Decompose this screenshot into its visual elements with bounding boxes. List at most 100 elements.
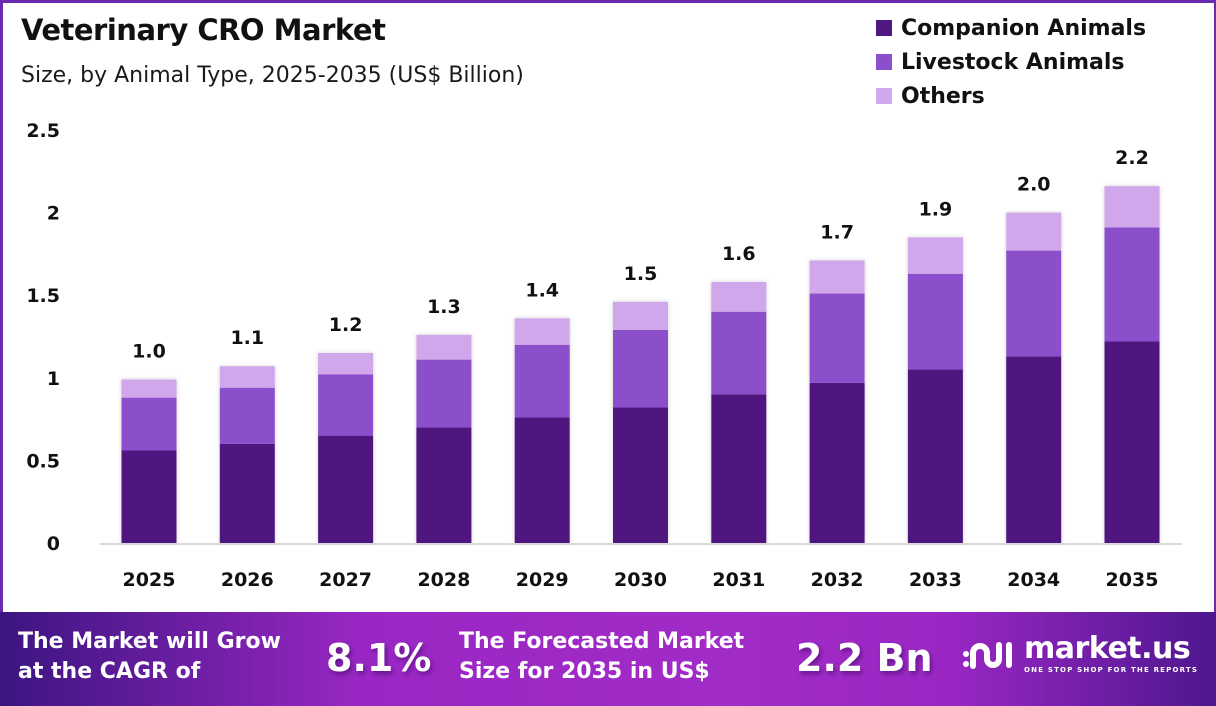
bar-segment-others bbox=[613, 301, 668, 330]
y-tick-label: 2.5 bbox=[26, 120, 60, 142]
bar-total-label: 1.9 bbox=[919, 198, 953, 220]
bar-segment-others bbox=[121, 379, 177, 398]
x-tick-label: 2028 bbox=[417, 569, 470, 591]
brand-tagline: ONE STOP SHOP FOR THE REPORTS bbox=[1024, 666, 1199, 674]
y-tick-label: 1 bbox=[47, 368, 60, 390]
bar-segment-others bbox=[809, 260, 865, 294]
x-tick-label: 2025 bbox=[123, 569, 176, 591]
x-tick-label: 2033 bbox=[909, 569, 962, 591]
forecast-value: 2.2 Bn bbox=[796, 636, 933, 680]
y-axis: 0 0.5 1 1.5 2 2.5 bbox=[26, 120, 60, 555]
data-labels: 1.0 1.1 1.2 1.3 1.4 1.5 1.6 1.7 1.9 2.0 2.2 bbox=[132, 147, 1149, 362]
bar-segment-others bbox=[318, 353, 374, 375]
chart-title: Veterinary CRO Market bbox=[21, 13, 386, 47]
legend-label: Others bbox=[901, 83, 985, 109]
bar-segment-others bbox=[514, 318, 570, 345]
cagr-caption-line2: at the CAGR of bbox=[18, 659, 201, 684]
bar-total-label: 1.1 bbox=[230, 327, 264, 349]
forecast-caption-line1: The Forecasted Market bbox=[459, 629, 745, 654]
bar-segment-others bbox=[907, 237, 963, 274]
y-tick-label: 0.5 bbox=[26, 450, 60, 472]
bar-segment-livestock-animals bbox=[121, 397, 177, 451]
bar-segment-livestock-animals bbox=[613, 329, 668, 408]
bar-segment-livestock-animals bbox=[416, 359, 472, 428]
x-tick-label: 2035 bbox=[1106, 569, 1159, 591]
brand-logo[interactable]: market.us ONE STOP SHOP FOR THE REPORTS bbox=[962, 634, 1198, 674]
bar-total-label: 1.7 bbox=[820, 222, 854, 244]
bar-stack-2031 bbox=[711, 281, 767, 543]
footer-banner: The Market will Grow at the CAGR of 8.1%… bbox=[0, 612, 1216, 706]
bar-segment-companion-animals bbox=[416, 427, 472, 543]
bar-total-label: 2.0 bbox=[1017, 174, 1051, 196]
cagr-caption: The Market will Grow at the CAGR of bbox=[18, 627, 281, 687]
x-tick-label: 2032 bbox=[811, 569, 864, 591]
bar-segment-others bbox=[416, 334, 472, 360]
x-tick-label: 2031 bbox=[712, 569, 765, 591]
bar-segment-others bbox=[711, 281, 767, 312]
legend-label: Companion Animals bbox=[901, 15, 1147, 41]
bar-segment-livestock-animals bbox=[219, 387, 275, 444]
bar-segment-livestock-animals bbox=[318, 374, 374, 436]
bar-segment-others bbox=[219, 366, 275, 388]
bar-stack-2025 bbox=[121, 379, 177, 543]
bar-segment-companion-animals bbox=[1006, 356, 1062, 543]
brand-name: market.us bbox=[1024, 631, 1191, 666]
y-tick-label: 0 bbox=[47, 533, 60, 555]
x-tick-label: 2026 bbox=[221, 569, 274, 591]
bar-segment-companion-animals bbox=[1104, 341, 1160, 543]
legend-swatch-livestock-animals bbox=[876, 54, 892, 70]
bar-segment-companion-animals bbox=[613, 407, 668, 543]
legend-swatch-others bbox=[876, 88, 892, 104]
x-axis: 2025 2026 2027 2028 2029 2030 2031 2032 2033 2034… bbox=[123, 569, 1159, 591]
bar-stack-2028 bbox=[416, 334, 472, 543]
bar-total-label: 1.4 bbox=[525, 279, 559, 301]
bar-segment-companion-animals bbox=[121, 450, 177, 543]
x-tick-label: 2027 bbox=[319, 569, 372, 591]
x-tick-label: 2034 bbox=[1007, 569, 1060, 591]
bar-segment-companion-animals bbox=[219, 443, 275, 543]
bar-stack-2027 bbox=[318, 353, 374, 543]
bar-stack-2033 bbox=[907, 237, 963, 543]
legend-label: Livestock Animals bbox=[901, 49, 1125, 75]
legend-item-others: Others bbox=[876, 79, 1146, 113]
legend-swatch-companion-animals bbox=[876, 20, 892, 36]
x-tick-label: 2029 bbox=[516, 569, 569, 591]
chart-subtitle: Size, by Animal Type, 2025-2035 (US$ Bil… bbox=[21, 63, 524, 88]
bar-segment-others bbox=[1006, 212, 1062, 251]
legend: Companion Animals Livestock Animals Othe… bbox=[876, 11, 1146, 113]
bar-stack-2035 bbox=[1104, 186, 1160, 543]
y-tick-label: 1.5 bbox=[26, 285, 60, 307]
bars-group bbox=[121, 186, 1160, 543]
legend-item-companion-animals: Companion Animals bbox=[876, 11, 1146, 45]
bar-segment-others bbox=[1104, 186, 1160, 228]
bar-stack-2029 bbox=[514, 318, 570, 543]
stacked-bar-chart: 0 0.5 1 1.5 2 2.5 2025 2026 2027 2028 2029 2030 203… bbox=[26, 120, 1182, 591]
bar-segment-companion-animals bbox=[318, 435, 374, 543]
bar-total-label: 1.3 bbox=[427, 296, 461, 318]
bar-segment-livestock-animals bbox=[809, 293, 865, 383]
bar-total-label: 2.2 bbox=[1115, 147, 1149, 169]
bar-segment-companion-animals bbox=[907, 369, 963, 543]
bar-stack-2032 bbox=[809, 260, 865, 543]
bar-total-label: 1.6 bbox=[722, 243, 756, 265]
bar-stack-2026 bbox=[219, 366, 275, 543]
bar-segment-livestock-animals bbox=[711, 311, 767, 395]
forecast-caption-line2: Size for 2035 in US$ bbox=[459, 659, 710, 684]
bar-segment-livestock-animals bbox=[1006, 250, 1062, 357]
bar-stack-2034 bbox=[1006, 212, 1062, 543]
bar-total-label: 1.0 bbox=[132, 340, 166, 362]
cagr-value: 8.1% bbox=[326, 636, 432, 680]
bar-segment-livestock-animals bbox=[514, 344, 570, 418]
y-tick-label: 2 bbox=[47, 203, 60, 225]
forecast-caption: The Forecasted Market Size for 2035 in U… bbox=[459, 627, 744, 687]
bar-total-label: 1.5 bbox=[624, 263, 658, 285]
bar-segment-livestock-animals bbox=[907, 273, 963, 370]
x-tick-label: 2030 bbox=[614, 569, 667, 591]
bar-segment-companion-animals bbox=[711, 394, 767, 543]
bar-segment-companion-animals bbox=[514, 417, 570, 543]
bar-segment-livestock-animals bbox=[1104, 227, 1160, 342]
bar-segment-companion-animals bbox=[809, 382, 865, 543]
bar-stack-2030 bbox=[613, 301, 668, 543]
market-us-logo-icon bbox=[963, 642, 1012, 669]
legend-item-livestock-animals: Livestock Animals bbox=[876, 45, 1146, 79]
